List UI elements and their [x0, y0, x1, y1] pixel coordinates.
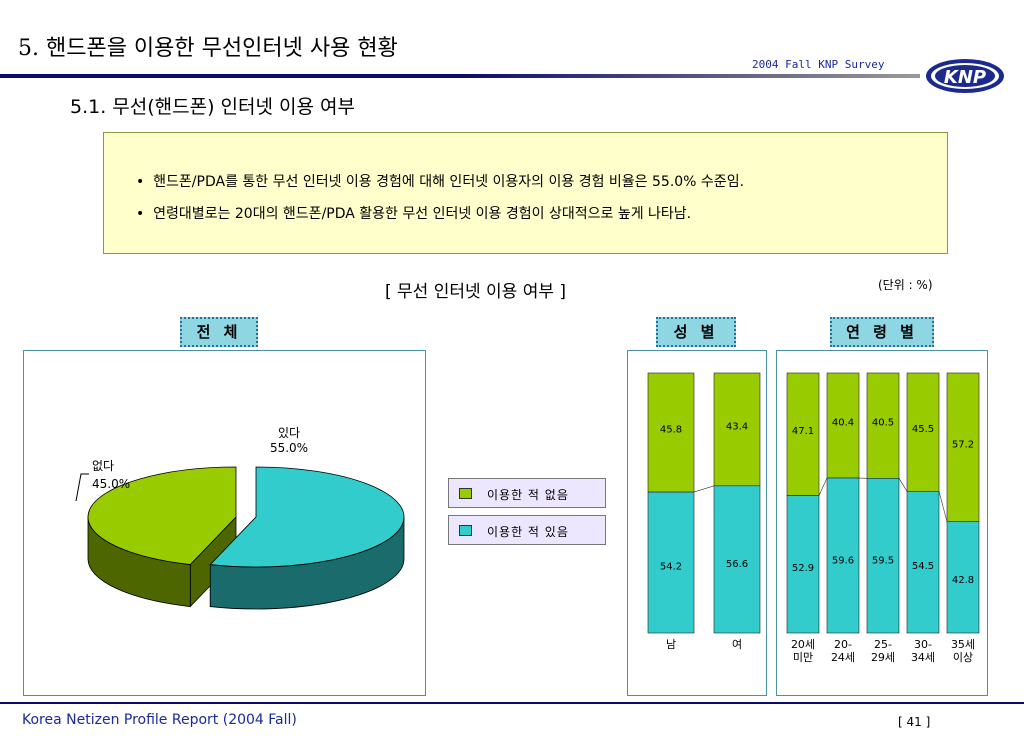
bar-value-no: 47.1	[792, 426, 814, 437]
series-connector	[818, 477, 828, 496]
bar-value-yes: 42.8	[952, 575, 974, 586]
bar-segment-yes	[786, 495, 820, 634]
overall-panel: 있다 55.0% 없다 45.0%	[23, 350, 426, 696]
category-label: 25-	[874, 638, 892, 651]
bar-value-no: 45.5	[912, 424, 934, 435]
category-label: 이상	[953, 651, 973, 664]
pie-value-yes: 55.0%	[270, 441, 308, 455]
pie-slice-yes	[209, 466, 405, 568]
bar-segment-no	[713, 372, 761, 487]
bar-value-yes: 54.2	[660, 562, 682, 573]
legend-item-no: 이용한 적 없음	[448, 478, 606, 508]
logo-text: KNP	[944, 67, 986, 88]
gender-panel: 45.8 54.2 남 43.4 56.6 여	[627, 350, 767, 696]
bar-segment-no	[946, 372, 980, 523]
category-label: 29세	[871, 651, 895, 664]
bar-segment-no	[866, 372, 900, 479]
bar-segment-yes	[946, 521, 980, 634]
legend-swatch-yes	[459, 525, 472, 536]
footer-divider	[0, 702, 1024, 704]
bar-segment-yes	[647, 491, 695, 634]
bar-segment-no	[647, 372, 695, 493]
series-connector	[693, 485, 715, 493]
legend-label-no: 이용한 적 없음	[487, 488, 569, 502]
category-label: 여	[732, 638, 742, 651]
summary-bullet: • 연령대별로는 20대의 핸드폰/PDA 활용한 무선 인터넷 이용 경험이 …	[136, 203, 691, 223]
bar-value-yes: 52.9	[792, 563, 814, 574]
bar-value-yes: 54.5	[912, 561, 934, 572]
series-connector	[938, 491, 948, 522]
pie-label-no: 없다	[92, 459, 114, 473]
bar-value-no: 40.5	[872, 418, 894, 429]
summary-bullet: • 핸드폰/PDA를 통한 무선 인터넷 이용 경험에 대해 인터넷 이용자의 …	[136, 171, 744, 191]
bullet-symbol: •	[136, 206, 145, 222]
category-label: 20세	[791, 638, 815, 651]
bar-value-no: 40.4	[832, 418, 854, 429]
category-label: 남	[666, 638, 676, 651]
survey-label: 2004 Fall KNP Survey	[752, 58, 885, 71]
category-label: 30-	[914, 638, 932, 651]
tag-age: 연 령 별	[830, 317, 934, 347]
pie-label-yes: 있다	[278, 426, 300, 440]
bar-value-no: 57.2	[952, 439, 974, 450]
bar-segment-no	[906, 372, 940, 492]
pie-leader-line	[75, 473, 89, 502]
tag-gender: 성 별	[656, 317, 736, 347]
bar-value-yes: 59.6	[832, 555, 854, 566]
pie-value-no: 45.0%	[92, 477, 130, 491]
bar-segment-yes	[906, 491, 940, 634]
knp-logo: KNP	[926, 59, 1004, 93]
summary-box: • 핸드폰/PDA를 통한 무선 인터넷 이용 경험에 대해 인터넷 이용자의 …	[103, 132, 948, 254]
bar-value-no: 45.8	[660, 425, 682, 436]
pie-slice-no	[87, 466, 237, 565]
tag-overall: 전 체	[180, 317, 258, 347]
bar-value-no: 43.4	[726, 421, 748, 432]
category-label: 미만	[793, 651, 813, 664]
bullet-text: 연령대별로는 20대의 핸드폰/PDA 활용한 무선 인터넷 이용 경험이 상대…	[153, 206, 692, 222]
page-title: 5. 핸드폰을 이용한 무선인터넷 사용 현황	[18, 36, 398, 61]
bar-value-yes: 59.5	[872, 555, 894, 566]
unit-label: (단위 : %)	[878, 278, 933, 292]
legend-item-yes: 이용한 적 있음	[448, 515, 606, 545]
category-label: 34세	[911, 651, 935, 664]
category-label: 24세	[831, 651, 855, 664]
category-label: 20-	[834, 638, 852, 651]
legend-label-yes: 이용한 적 있음	[487, 525, 569, 539]
bullet-symbol: •	[136, 174, 145, 190]
footer-report: Korea Netizen Profile Report (2004 Fall)	[22, 712, 297, 728]
section-title: 5.1. 무선(핸드폰) 인터넷 이용 여부	[70, 96, 355, 118]
bar-segment-yes	[826, 477, 860, 634]
bar-segment-no	[826, 372, 860, 479]
title-divider	[0, 74, 920, 78]
bar-segment-yes	[866, 478, 900, 634]
bar-segment-no	[786, 372, 820, 496]
bar-value-yes: 56.6	[726, 559, 748, 570]
bullet-text: 핸드폰/PDA를 통한 무선 인터넷 이용 경험에 대해 인터넷 이용자의 이용…	[153, 174, 745, 190]
age-panel: 47.1 52.9 20세 미만 40.4 59.6 20- 24세 40.5 59.5 25- 29…	[776, 350, 988, 696]
bar-segment-yes	[713, 485, 761, 634]
legend-swatch-no	[459, 488, 472, 499]
series-connector	[898, 478, 908, 492]
category-label: 35세	[951, 638, 975, 651]
chart-title: [ 무선 인터넷 이용 여부 ]	[385, 282, 567, 302]
page-number: [ 41 ]	[898, 715, 931, 729]
gender-bar-chart: 45.8 54.2 남 43.4 56.6 여	[647, 372, 761, 651]
